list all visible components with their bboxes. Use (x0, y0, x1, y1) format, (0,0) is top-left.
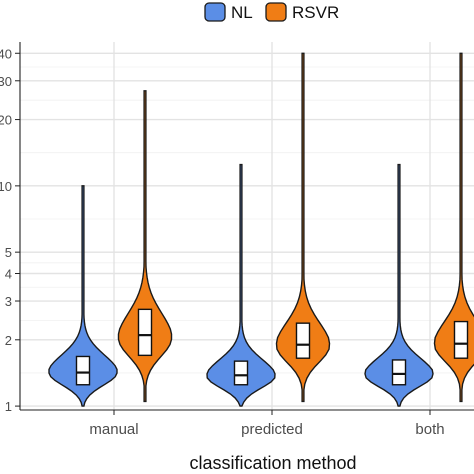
violin-nl-both (364, 163, 434, 407)
y-tick-label: 5 (5, 245, 12, 260)
y-tick-label: 40 (0, 46, 12, 61)
y-tick-label: 20 (0, 113, 12, 128)
violin-rsvr-manual (117, 90, 173, 403)
violin-rsvr-both (433, 52, 474, 403)
grid (20, 42, 474, 410)
box-rsvr-manual (137, 308, 153, 357)
violin-nl-manual (48, 185, 118, 407)
box-rsvr-both (453, 320, 469, 359)
box-nl-predicted (233, 360, 249, 386)
axes: 1 2 3 4 5 10 20 30 40 manual predicted both (0, 42, 474, 438)
y-tick-label: 30 (0, 74, 12, 89)
legend: NL RSVR (204, 2, 339, 22)
legend-label-nl: NL (231, 3, 253, 22)
x-axis-title: classification method (189, 453, 356, 473)
x-tick-label-predicted: predicted (241, 421, 303, 438)
y-tick-label: 10 (0, 179, 12, 194)
y-tick-label: 4 (5, 267, 12, 282)
box-nl-manual (75, 355, 91, 386)
legend-swatch-nl (204, 2, 226, 22)
x-tick-label-both: both (415, 421, 444, 438)
y-tick-label: 2 (5, 333, 12, 348)
y-tick-label: 3 (5, 294, 12, 309)
legend-label-rsvr: RSVR (292, 3, 339, 22)
x-tick-label-manual: manual (89, 421, 138, 438)
violins (48, 52, 474, 407)
box-nl-both (391, 359, 407, 386)
legend-swatch-rsvr (265, 2, 287, 22)
violin-nl-predicted (206, 163, 276, 407)
box-rsvr-predicted (295, 322, 311, 359)
violin-rsvr-predicted (275, 52, 331, 403)
y-tick-label: 1 (5, 399, 12, 414)
